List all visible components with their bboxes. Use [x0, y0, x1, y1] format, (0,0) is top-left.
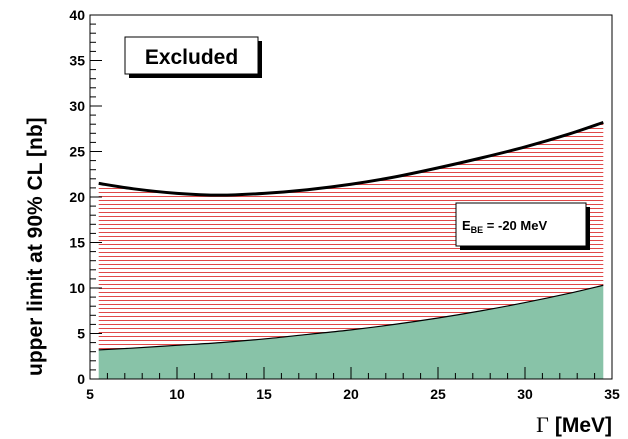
- ebe-sub: BE: [471, 225, 484, 235]
- x-axis-unit: [MeV]: [555, 414, 612, 437]
- ebe-main: E: [462, 218, 471, 233]
- x-tick-label: 25: [430, 386, 446, 402]
- x-tick-label: 20: [343, 386, 359, 402]
- upper-limit-curve: [98, 120, 604, 197]
- x-tick-label: 15: [256, 386, 272, 402]
- x-axis-gamma: Γ: [536, 412, 549, 437]
- y-tick-label: 30: [69, 98, 85, 114]
- x-tick-label: 35: [604, 386, 620, 402]
- x-tick-label: 5: [86, 386, 94, 402]
- ebe-box: [455, 202, 587, 247]
- lower-limit-curve: [98, 284, 604, 351]
- ebe-rest: = -20 MeV: [483, 218, 547, 233]
- y-axis-title: upper limit at 90% CL [nb]: [24, 117, 47, 376]
- green-region: [98, 285, 604, 379]
- x-tick-label: 10: [169, 386, 185, 402]
- excluded-annotation: Excluded: [124, 36, 262, 78]
- x-tick-label: 30: [517, 386, 533, 402]
- y-tick-label: 0: [77, 371, 85, 387]
- excluded-label: Excluded: [145, 46, 238, 69]
- excluded-box: [124, 36, 259, 75]
- y-tick-label: 25: [69, 144, 85, 160]
- y-tick-label: 5: [77, 326, 85, 342]
- y-tick-label: 15: [69, 235, 85, 251]
- hatched-excluded-region: [98, 122, 604, 350]
- ebe-annotation: EBE = -20 MeV: [455, 202, 590, 250]
- y-tick-label: 40: [69, 7, 85, 23]
- x-axis-title: Γ [MeV]: [536, 412, 612, 437]
- y-tick-label: 10: [69, 280, 85, 296]
- y-tick-label: 35: [69, 53, 85, 69]
- ebe-label: EBE = -20 MeV: [462, 218, 547, 235]
- y-tick-label: 20: [69, 189, 85, 205]
